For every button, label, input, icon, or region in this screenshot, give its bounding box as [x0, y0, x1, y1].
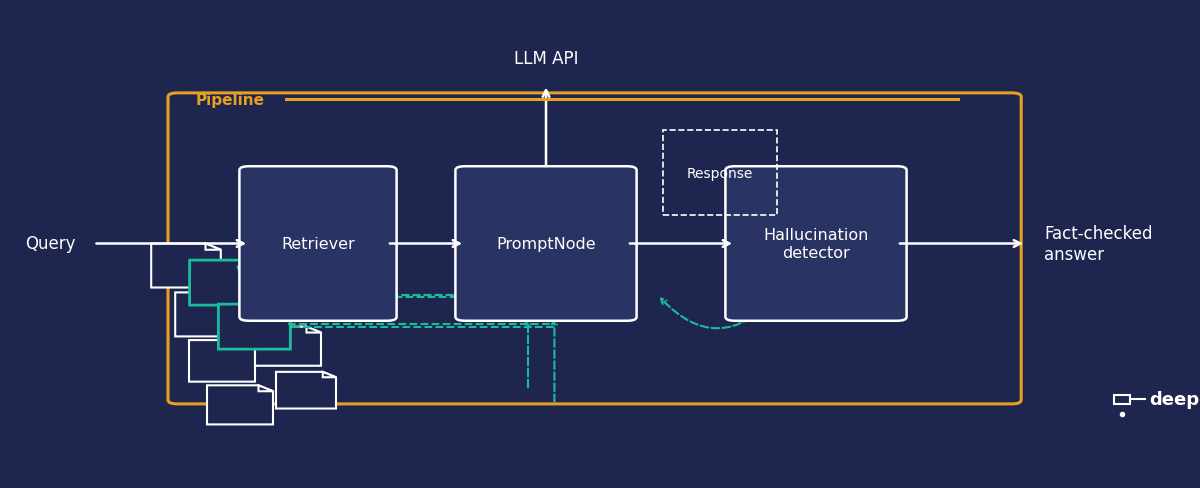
Bar — [662, 131, 778, 216]
Polygon shape — [218, 305, 290, 349]
Text: Fact-checked
answer: Fact-checked answer — [1044, 224, 1152, 264]
Text: Retriever: Retriever — [281, 237, 355, 251]
Polygon shape — [240, 341, 256, 346]
Text: deepset: deepset — [1150, 390, 1200, 408]
FancyBboxPatch shape — [456, 167, 636, 321]
Text: Pipeline: Pipeline — [196, 93, 265, 107]
Polygon shape — [258, 386, 274, 391]
FancyBboxPatch shape — [240, 167, 396, 321]
Polygon shape — [175, 293, 245, 337]
Polygon shape — [229, 293, 245, 299]
Polygon shape — [238, 277, 302, 318]
FancyBboxPatch shape — [726, 167, 907, 321]
Polygon shape — [205, 244, 221, 250]
Bar — [1114, 395, 1130, 404]
Polygon shape — [190, 341, 256, 382]
Polygon shape — [208, 386, 274, 425]
Polygon shape — [306, 327, 322, 333]
Polygon shape — [256, 327, 322, 366]
FancyArrowPatch shape — [661, 297, 775, 328]
Polygon shape — [276, 372, 336, 409]
Text: PromptNode: PromptNode — [496, 237, 596, 251]
Text: Response: Response — [686, 166, 754, 180]
Polygon shape — [323, 372, 336, 378]
Polygon shape — [275, 305, 290, 311]
Polygon shape — [288, 277, 302, 283]
Polygon shape — [190, 261, 262, 305]
Polygon shape — [151, 244, 221, 288]
Text: LLM API: LLM API — [514, 50, 578, 67]
Text: Hallucination
detector: Hallucination detector — [763, 228, 869, 260]
Polygon shape — [246, 261, 262, 267]
Text: Query: Query — [25, 235, 76, 253]
